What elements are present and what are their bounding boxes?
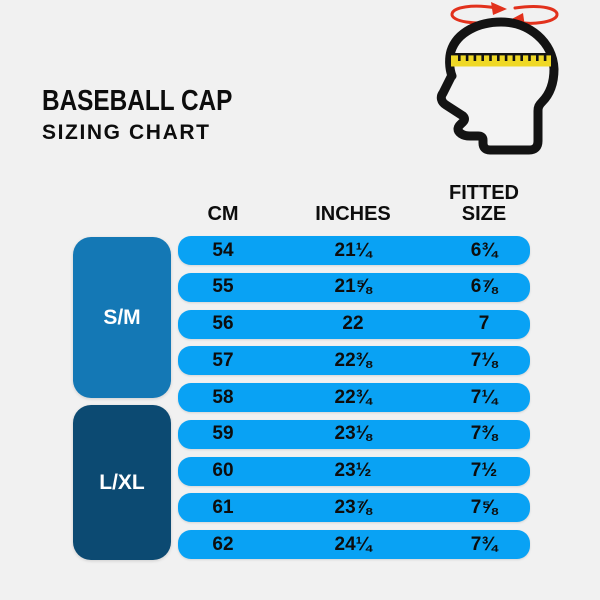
col-header-cm: CM [207,203,239,225]
row-inches-value: 22⅜ [334,349,372,371]
tape-band [451,55,551,67]
size-row-61: 61 23⅞ 7⅝ [178,493,530,523]
rotation-arrow-left-head [491,2,507,15]
row-fitted-size-value: 6¾ [470,239,498,261]
row-cm-value: 61 [212,496,234,518]
row-fitted-size-value: 6⅞ [470,276,498,298]
size-row-56: 56 22 7 [178,309,530,339]
group-label-sm: S/M [73,237,171,398]
measuring-tape-icon [451,53,551,67]
row-fitted-size-value: 7⅛ [470,349,498,371]
row-inches-value: 24¼ [334,533,372,555]
table-header: CM INCHES FITTED SIZE [178,176,530,226]
row-inches-value: 21⅝ [334,276,372,298]
row-fitted-size-value: 7½ [470,460,498,481]
group-label-sm-text: S/M [103,305,141,329]
page-subtitle: SIZING CHART [42,121,211,144]
row-fitted-size-value: 7⅜ [470,423,498,445]
row-inches-value: 22 [342,313,364,334]
size-row-57: 57 22⅜ 7⅛ [178,346,530,376]
row-inches-value: 23⅞ [334,496,372,518]
row-cm-value: 62 [212,533,234,555]
size-row-59: 59 23⅛ 7⅜ [178,419,530,449]
row-inches-value: 23⅛ [334,423,372,445]
row-cm-value: 59 [212,423,234,445]
row-fitted-size-value: 7⅝ [470,496,498,518]
size-row-60: 60 23½ 7½ [178,456,530,486]
row-cm-value: 54 [212,239,234,261]
size-row-62: 62 24¼ 7¾ [178,530,530,559]
size-row-58: 58 22¾ 7¼ [178,383,530,412]
page-title: BASEBALL CAP [42,85,233,117]
row-cm-value: 55 [212,276,234,298]
row-cm-value: 60 [212,460,234,481]
row-fitted-size-value: 7¼ [470,386,498,408]
row-cm-value: 57 [212,349,234,371]
title-block: BASEBALL CAP SIZING CHART [42,86,269,144]
col-header-inches: INCHES [315,203,391,225]
col-header-fitted-line2: SIZE [461,203,507,225]
group-label-lxl: L/XL [73,405,171,560]
tape-ticks [451,53,551,61]
col-header-fitted-line1: FITTED [449,182,519,204]
row-fitted-size-value: 7 [478,313,490,334]
row-inches-value: 22¾ [334,386,372,408]
row-inches-value: 23½ [334,460,372,481]
size-rows: 54 21¼ 6¾ 55 21⅝ 6⅞ 56 22 7 57 22⅜ 7⅛ 58 22¾ 7¼ 59 23⅛ 7⅜… [178,236,530,559]
col-header-fitted-size: FITTED SIZE [438,183,530,226]
size-row-54: 54 21¼ 6¾ [178,236,530,265]
row-cm-value: 58 [212,386,234,408]
size-row-55: 55 21⅝ 6⅞ [178,272,530,302]
head-measurement-icon [436,2,559,155]
row-inches-value: 21¼ [334,239,372,261]
rotation-arrow-right [511,5,559,25]
group-label-lxl-text: L/XL [99,470,145,494]
head-profile-icon [436,17,559,155]
row-cm-value: 56 [212,313,234,334]
row-fitted-size-value: 7¾ [470,533,498,555]
